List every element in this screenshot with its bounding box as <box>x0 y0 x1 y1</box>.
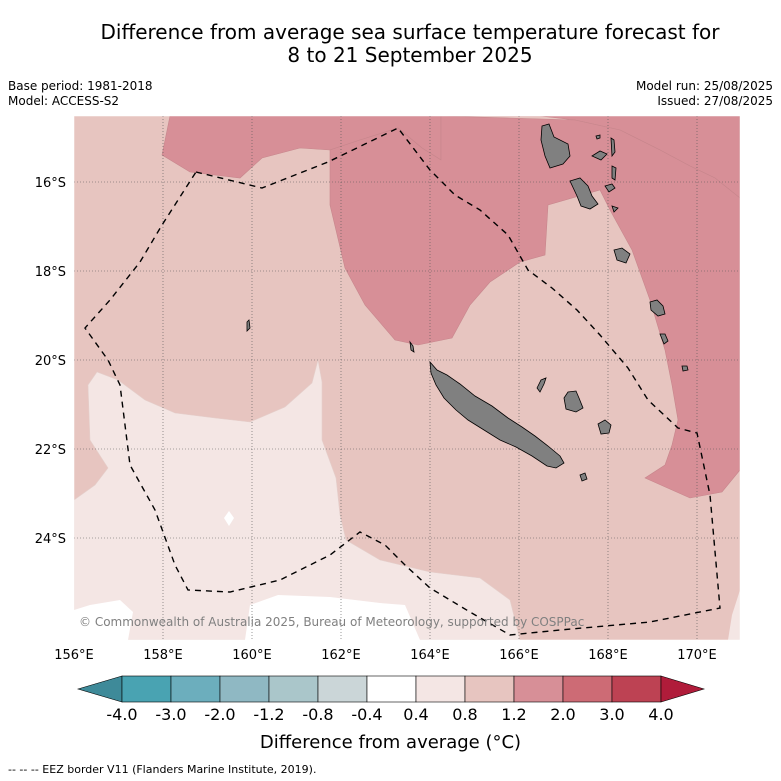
lon-label: 156°E <box>54 648 94 663</box>
lon-label: 160°E <box>232 648 272 663</box>
lon-label: 170°E <box>677 648 717 663</box>
map-title-line-1: Difference from average sea surface temp… <box>100 20 720 44</box>
colorbar-tick-label: 1.2 <box>501 705 526 724</box>
colorbar-tick-label: -4.0 <box>106 705 137 724</box>
colorbar-extend-low <box>76 675 123 703</box>
issued-text: Issued: 27/08/2025 <box>657 94 773 108</box>
lon-label: 166°E <box>499 648 539 663</box>
colorbar-segment <box>170 675 221 703</box>
colorbar-segment <box>219 675 270 703</box>
land-new-caledonia <box>429 360 565 469</box>
model-text: Model: ACCESS-S2 <box>8 94 120 108</box>
base-period-text: Base period: 1981-2018 <box>8 79 153 93</box>
colorbar-tick-label: -0.4 <box>351 705 382 724</box>
anomaly-band-0-4-0-8 <box>74 359 521 640</box>
eez-border <box>84 127 721 636</box>
land-espiritu-santo <box>540 123 571 169</box>
colorbar-segment <box>268 675 319 703</box>
land-ambrym <box>604 183 616 193</box>
landmasses <box>246 123 689 482</box>
colorbar-tick-label: 0.4 <box>403 705 428 724</box>
colorbar-unit-label: Difference from average (°C) <box>259 732 522 753</box>
colorbar-segment <box>513 675 564 703</box>
land-malekula <box>569 177 599 210</box>
colorbar-segment <box>611 675 662 703</box>
land-mare <box>597 419 612 435</box>
land-belep <box>409 340 415 353</box>
land-maewo <box>610 137 616 158</box>
colorbar-tick-label: -1.2 <box>253 705 284 724</box>
lon-label: 168°E <box>588 648 628 663</box>
lon-label: 164°E <box>410 648 450 663</box>
colorbar-segment <box>366 675 417 703</box>
anomaly-patch-white-2 <box>74 600 133 640</box>
colorbar-tick-label: 2.0 <box>550 705 575 724</box>
map-panel: © Commonwealth of Australia 2025, Bureau… <box>74 116 740 640</box>
colorbar-segment <box>121 675 172 703</box>
copyright-text: © Commonwealth of Australia 2025, Bureau… <box>79 615 584 629</box>
land-malo <box>591 150 608 161</box>
colorbar-segment <box>415 675 466 703</box>
lat-label: 22°S <box>35 443 66 458</box>
land-epi <box>611 205 619 213</box>
land-tanna <box>659 333 669 345</box>
eez-legend-note: -- -- -- EEZ border V11 (Flanders Marine… <box>8 763 317 776</box>
map-title-line-2: 8 to 21 September 2025 <box>287 43 533 67</box>
lon-label: 158°E <box>143 648 183 663</box>
lat-label: 18°S <box>35 265 66 280</box>
meta-right: Model run: 25/08/2025 Issued: 27/08/2025 <box>636 79 773 109</box>
colorbar-tick-label: -0.8 <box>302 705 333 724</box>
colorbar-segment <box>317 675 368 703</box>
colorbar-tick-label: 4.0 <box>648 705 673 724</box>
land-isle-of-pines <box>579 472 588 482</box>
colorbar-tick-label: -3.0 <box>155 705 186 724</box>
lat-label: 16°S <box>35 176 66 191</box>
colorbar-tick-label: -2.0 <box>204 705 235 724</box>
land-efate <box>613 247 631 264</box>
meta-left: Base period: 1981-2018 Model: ACCESS-S2 <box>8 79 153 109</box>
land-ambae <box>595 134 601 140</box>
land-erromango <box>649 299 666 317</box>
lat-label: 20°S <box>35 354 66 369</box>
land-ouvea <box>536 377 547 393</box>
longitude-labels: 156°E 158°E 160°E 162°E 164°E 166°E 168°… <box>54 648 717 663</box>
anomaly-band-0-4-0-8-east <box>728 590 740 640</box>
map-frame <box>73 115 741 641</box>
model-run-text: Model run: 25/08/2025 <box>635 79 773 93</box>
colorbar-tick-label: 0.8 <box>452 705 477 724</box>
land-aneityum <box>681 365 689 372</box>
colorbar-extend-high <box>660 675 706 703</box>
colorbar-segment <box>562 675 613 703</box>
land-lifou <box>563 390 584 413</box>
colorbar-tick-label: 3.0 <box>599 705 624 724</box>
lon-label: 162°E <box>321 648 361 663</box>
lat-label: 24°S <box>35 532 66 547</box>
colorbar: -4.0 -3.0 -2.0 -1.2 -0.8 -0.4 0.4 0.8 1.2 2.0 3.0 4… <box>76 675 706 724</box>
land-chesterfield <box>246 319 251 332</box>
anomaly-patch-white-1 <box>224 511 234 526</box>
graticule <box>74 116 740 640</box>
latitude-labels: 16°S 18°S 20°S 22°S 24°S <box>35 176 66 547</box>
anomaly-band-1-2-2-0-core <box>329 116 740 499</box>
anomaly-patch-white-3 <box>245 595 420 640</box>
land-pentecost <box>611 165 617 181</box>
colorbar-segment <box>464 675 515 703</box>
